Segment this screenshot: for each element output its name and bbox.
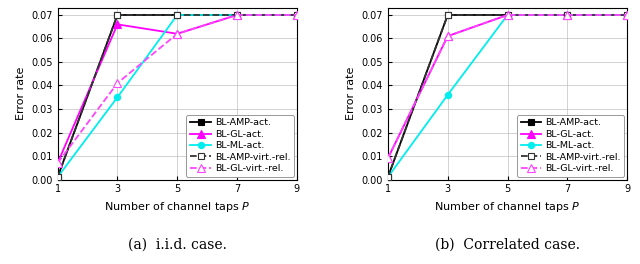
X-axis label: Number of channel taps $P$: Number of channel taps $P$ <box>435 200 580 214</box>
X-axis label: Number of channel taps $P$: Number of channel taps $P$ <box>104 200 250 214</box>
Text: (b)  Correlated case.: (b) Correlated case. <box>435 238 580 252</box>
Y-axis label: Error rate: Error rate <box>16 67 26 120</box>
Text: (a)  i.i.d. case.: (a) i.i.d. case. <box>128 238 227 252</box>
Legend: BL-AMP-act., BL-GL-act., BL-ML-act., BL-AMP-virt.-rel., BL-GL-virt.-rel.: BL-AMP-act., BL-GL-act., BL-ML-act., BL-… <box>186 115 294 177</box>
Y-axis label: Error rate: Error rate <box>346 67 356 120</box>
Legend: BL-AMP-act., BL-GL-act., BL-ML-act., BL-AMP-virt.-rel., BL-GL-virt.-rel.: BL-AMP-act., BL-GL-act., BL-ML-act., BL-… <box>516 115 625 177</box>
